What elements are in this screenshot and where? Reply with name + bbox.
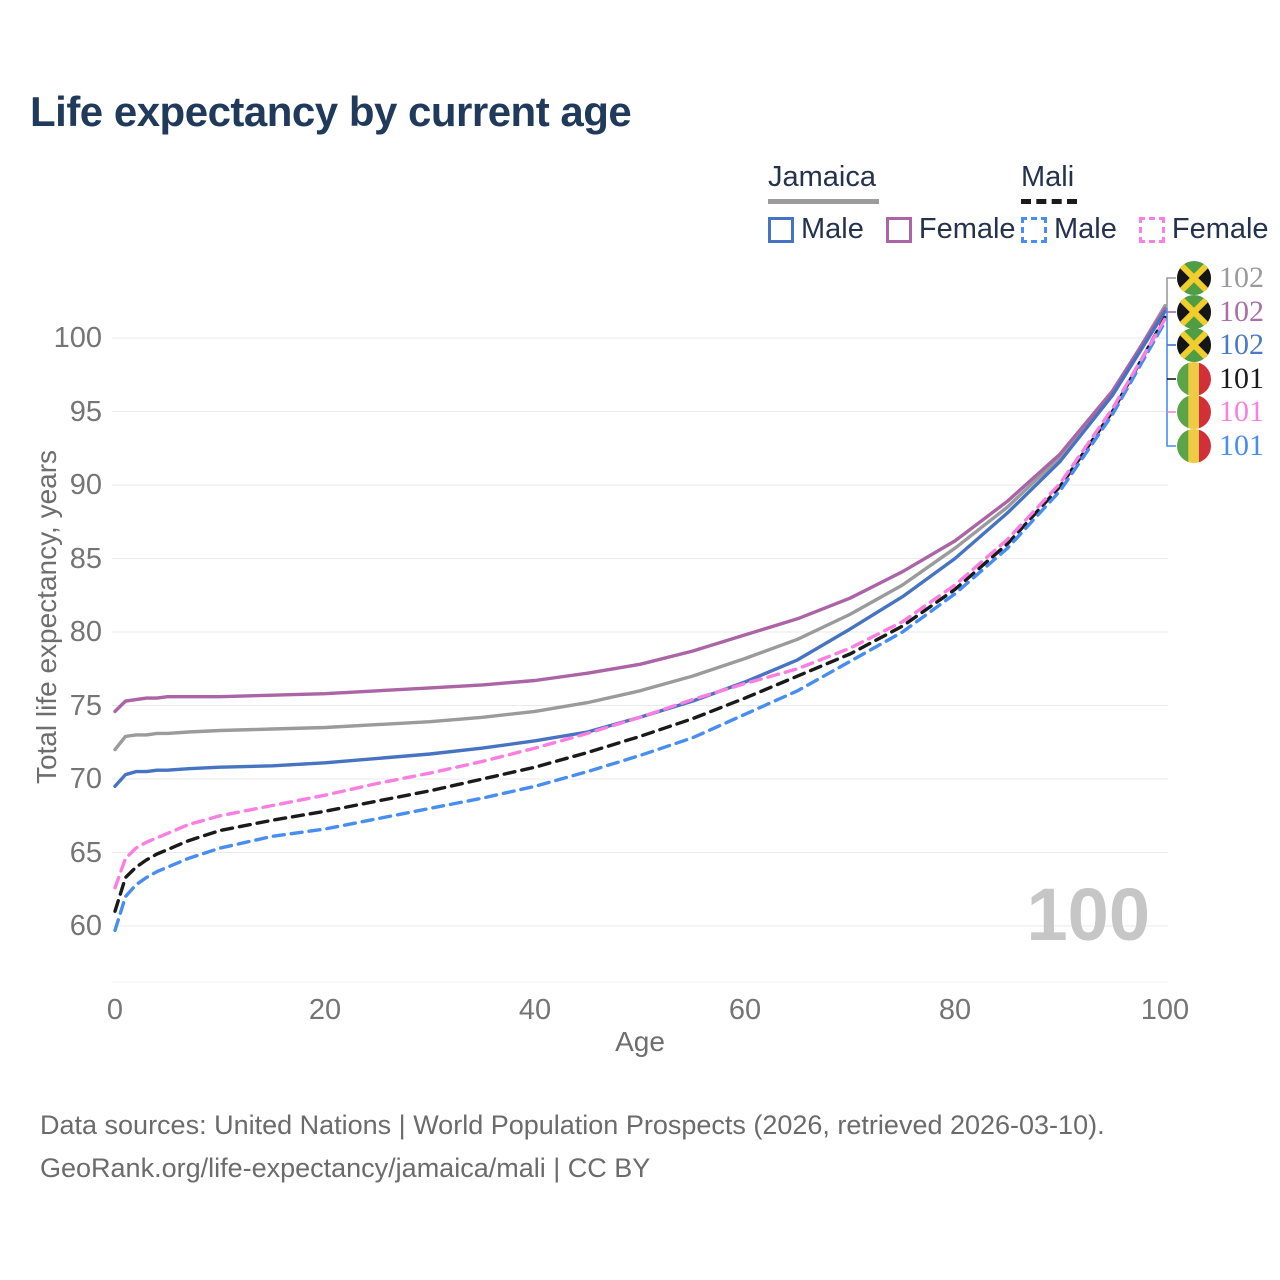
series-line-mali-male[interactable] — [113, 320, 1167, 933]
legend-item-jamaica-male[interactable]: Male — [768, 213, 864, 246]
footer-sources: Data sources: United Nations | World Pop… — [40, 1110, 1105, 1140]
legend-item-label: Female — [918, 213, 1016, 245]
y-tick-label: 60 — [69, 910, 102, 942]
series-line-jamaica-female[interactable] — [113, 306, 1167, 714]
y-tick-label: 90 — [69, 469, 102, 501]
end-label-row-jamaica-female: 102 — [1177, 295, 1264, 329]
legend-item-label: Male — [1054, 213, 1117, 245]
end-label-value: 101 — [1219, 395, 1264, 428]
x-tick-label: 20 — [308, 994, 342, 1026]
x-tick-label: 100 — [1140, 994, 1190, 1026]
end-label-value: 102 — [1219, 295, 1264, 328]
legend-swatch-mali-female — [1138, 216, 1165, 243]
end-label-row-jamaica-male: 102 — [1177, 328, 1264, 362]
legend-item-mali-male[interactable]: Male — [1021, 213, 1117, 246]
x-tick-label: 60 — [728, 994, 762, 1026]
jamaica-flag-icon — [1177, 295, 1211, 329]
x-axis-title: Age — [615, 1026, 665, 1057]
legend-swatch-jamaica-female — [885, 216, 912, 243]
jamaica-flag-icon — [1177, 328, 1211, 362]
legend-item-mali-female[interactable]: Female — [1138, 213, 1269, 246]
end-label-row-jamaica-total: 102 — [1177, 261, 1264, 295]
end-label-connector — [1166, 308, 1176, 447]
legend-country-mali[interactable]: Mali — [1021, 161, 1078, 204]
y-tick-label: 95 — [69, 395, 102, 428]
end-label-value: 101 — [1219, 362, 1264, 395]
x-tick-label: 80 — [938, 994, 972, 1026]
legend-item-label: Female — [1171, 213, 1269, 245]
legend-swatch-jamaica-male — [768, 216, 794, 243]
y-tick-label: 75 — [69, 689, 102, 722]
series-line-jamaica-total[interactable] — [113, 304, 1167, 752]
mali-flag-icon — [1177, 362, 1211, 396]
jamaica-flag-icon — [1177, 261, 1211, 295]
legend-group-jamaica: Jamaica Male Female — [768, 161, 1016, 246]
y-tick-label: 70 — [69, 763, 102, 795]
legend-group-mali: Mali Male Female — [1021, 161, 1269, 246]
age-watermark: 100 — [1027, 873, 1150, 956]
footer-url: GeoRank.org/life-expectancy/jamaica/mali… — [40, 1153, 651, 1183]
x-tick-label: 40 — [518, 994, 552, 1026]
end-label-value: 102 — [1219, 261, 1264, 294]
end-label-row-mali-total: 101 — [1177, 362, 1264, 396]
end-label-row-mali-male: 101 — [1177, 429, 1264, 463]
end-label-connector — [1166, 277, 1176, 308]
chart-title: Life expectancy by current age — [30, 88, 632, 135]
legend-swatch-mali-male — [1021, 216, 1047, 243]
mali-flag-icon — [1177, 429, 1211, 463]
y-tick-label: 65 — [69, 836, 102, 869]
end-label-row-mali-female: 101 — [1177, 395, 1264, 429]
end-label-value: 101 — [1219, 429, 1264, 462]
series-line-mali-total[interactable] — [113, 315, 1167, 913]
mali-flag-icon — [1177, 395, 1211, 429]
footer: Data sources: United Nations | World Pop… — [40, 1104, 1105, 1190]
y-tick-label: 85 — [69, 542, 102, 575]
series-line-mali-female[interactable] — [113, 317, 1167, 890]
end-label-value: 102 — [1219, 328, 1264, 361]
series-line-jamaica-male[interactable] — [113, 309, 1167, 788]
legend-item-label: Male — [801, 213, 864, 245]
legend-country-jamaica[interactable]: Jamaica — [768, 161, 879, 204]
y-tick-label: 80 — [69, 616, 102, 648]
x-tick-label: 0 — [106, 994, 124, 1026]
legend-item-jamaica-female[interactable]: Female — [885, 213, 1016, 246]
y-tick-label: 100 — [53, 322, 102, 354]
